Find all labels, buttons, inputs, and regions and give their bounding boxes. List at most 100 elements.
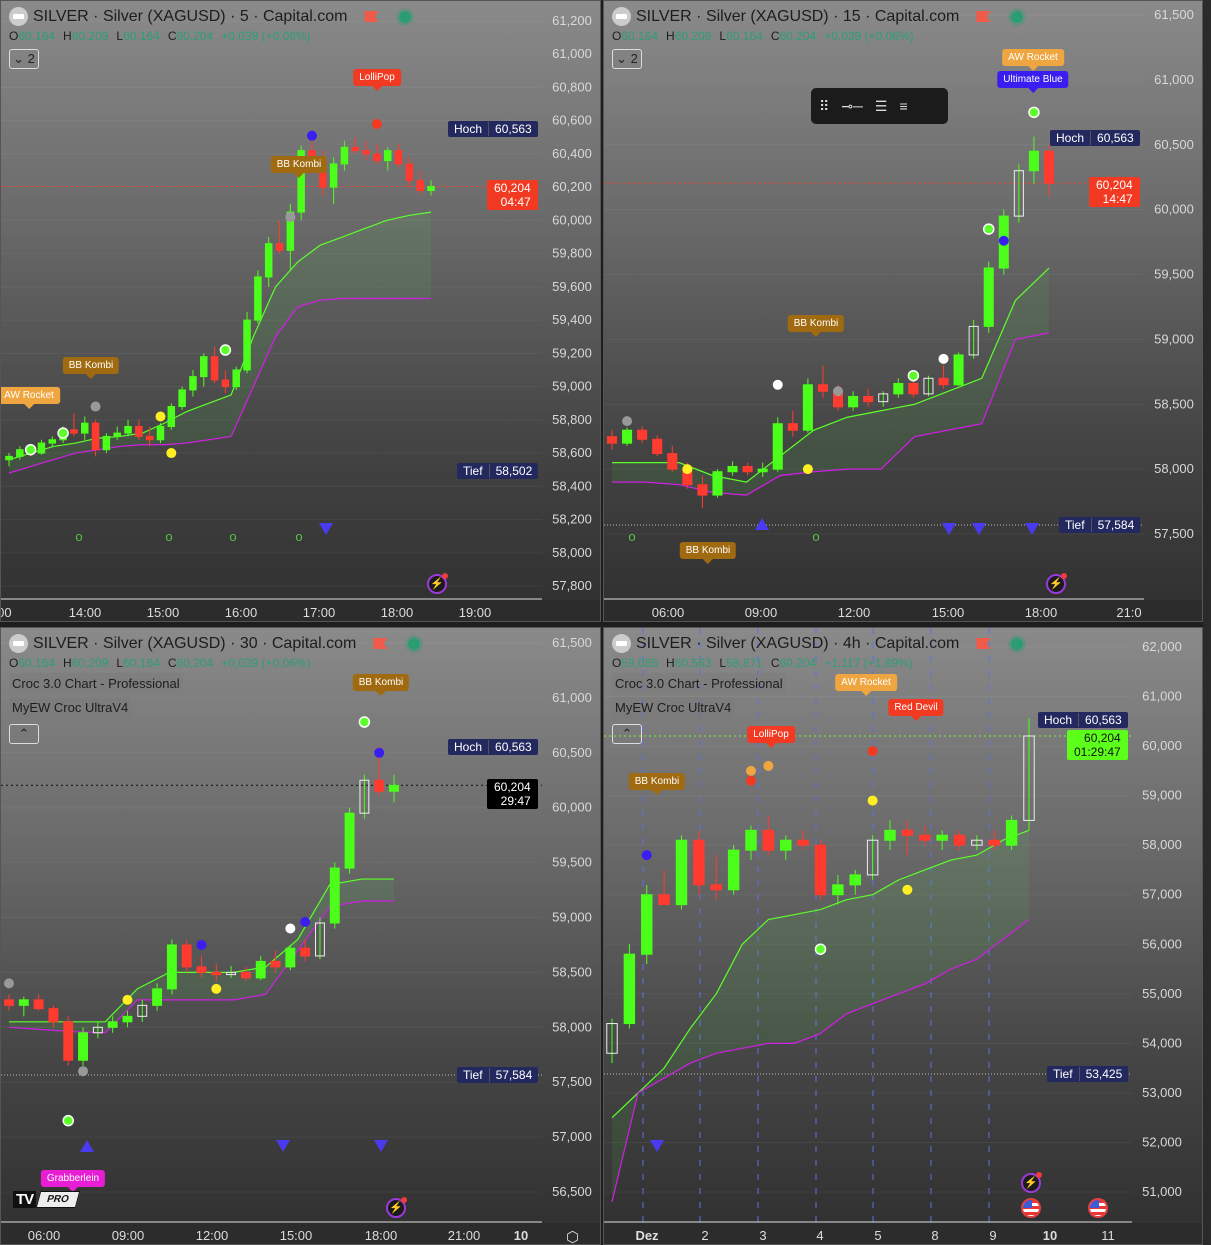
price-tick-label: 57,800	[552, 578, 592, 593]
horizontal-line-icon[interactable]: ⊸─	[841, 97, 863, 114]
price-tick-label: 57,500	[552, 1074, 592, 1089]
chart-panel-5m[interactable]: o o o o 61,200 61,000 60,800 60,600 60,400 60,200…	[0, 0, 601, 622]
chart-settings-icon[interactable]: ⬡	[566, 1229, 580, 1245]
candle	[344, 812, 355, 869]
candle	[270, 960, 281, 968]
time-axis[interactable]	[1, 1223, 601, 1245]
ohlc-values: O60,164 H60,209 L60,164 C60,204 +0,039 (+0,0…	[9, 656, 311, 670]
indicator-legend[interactable]: MyEW Croc UltraV4	[9, 697, 132, 718]
upper-band-line	[8, 211, 432, 461]
lightning-event-icon[interactable]: ⚡	[1021, 1172, 1042, 1193]
signal-tag-bb-kombi: BB Kombi	[270, 156, 328, 178]
indicator-legend[interactable]: Croc 3.0 Chart - Professional	[9, 673, 183, 694]
candle	[953, 354, 964, 386]
signal-dot	[306, 130, 317, 141]
candle	[697, 484, 708, 496]
candle	[285, 947, 296, 968]
time-tick-label: 5	[874, 1228, 882, 1243]
candle	[416, 180, 424, 192]
flag-icon[interactable]	[364, 11, 379, 22]
signal-dot	[371, 119, 382, 130]
price-tick-label: 62,000	[1142, 639, 1182, 654]
chart-canvas[interactable]: o o 61,500 61,000 60,500 60,000 59,500 59,000 58…	[604, 1, 1203, 622]
candle	[919, 834, 931, 841]
time-axis[interactable]	[604, 1223, 1203, 1245]
chart-panel-4h[interactable]: 62,000 61,000 60,000 59,000 58,000 57,000 56,0…	[603, 627, 1203, 1245]
flag-icon[interactable]	[373, 638, 388, 649]
signal-dot	[802, 464, 813, 475]
fib-levels-icon[interactable]: ☰	[874, 97, 888, 114]
drag-handle-icon[interactable]: ⠿	[819, 97, 830, 114]
time-tick-label: 15:00	[931, 605, 965, 620]
chart-canvas[interactable]: o o o o 61,200 61,000 60,800 60,600 60,400 60,200…	[1, 1, 601, 622]
low-label: Tief	[463, 1068, 483, 1082]
lower-band-line	[611, 919, 1030, 1203]
price-tick-label: 54,000	[1142, 1035, 1182, 1050]
lightning-event-icon[interactable]: ⚡	[1046, 573, 1067, 594]
open-value: 60,164	[18, 29, 56, 43]
candle	[710, 884, 722, 891]
chart-canvas[interactable]: 62,000 61,000 60,000 59,000 58,000 57,000 56,0…	[604, 628, 1203, 1245]
us-flag-event-icon[interactable]	[1021, 1198, 1041, 1218]
close-value: 60,204	[779, 656, 817, 670]
signal-dot	[1028, 106, 1040, 119]
candle	[802, 384, 813, 431]
time-tick-label: 10	[1042, 1228, 1058, 1243]
lightning-event-icon[interactable]: ⚡	[427, 573, 448, 594]
price-tick-label: 58,500	[552, 964, 592, 979]
lightning-event-icon[interactable]: ⚡	[386, 1197, 407, 1218]
legend-collapse-button[interactable]: ⌃	[612, 724, 642, 744]
candle	[70, 429, 78, 434]
signal-dot	[155, 411, 166, 422]
time-tick-label: 15:00	[279, 1228, 313, 1243]
signal-dot	[196, 939, 207, 950]
legend-collapse-button[interactable]: ⌄ 2	[612, 49, 642, 69]
upper-band-line	[612, 267, 1050, 483]
legend-collapse-button[interactable]: ⌃	[9, 724, 39, 744]
time-axis[interactable]	[1, 600, 601, 622]
time-tick-label: 3	[759, 1228, 767, 1243]
candle	[48, 439, 57, 444]
settings-lines-icon[interactable]: ≡	[899, 98, 908, 114]
signal-dot	[78, 1066, 89, 1077]
chart-title[interactable]: SILVER · Silver (XAGUSD) · 15 · Capital.…	[636, 7, 960, 25]
buy-triangle-marker	[755, 518, 769, 530]
time-axis[interactable]	[604, 600, 1203, 622]
time-tick-label: 11	[1101, 1228, 1115, 1243]
high-price: 60,563	[488, 740, 538, 754]
candle	[18, 999, 29, 1006]
candle	[1023, 735, 1035, 821]
chart-title[interactable]: SILVER · Silver (XAGUSD) · 30 · Capital.…	[33, 634, 357, 652]
time-tick-label: 12:00	[837, 605, 871, 620]
chart-panel-30m[interactable]: 61,500 61,000 60,500 60,000 59,500 59,000 58,5…	[0, 627, 601, 1245]
candle	[107, 1021, 118, 1028]
high-price: 60,563	[1090, 131, 1140, 145]
signal-tag-bb-kombi: BB Kombi	[787, 315, 845, 337]
time-tick-label: 10	[513, 1228, 529, 1243]
signal-dot	[24, 443, 37, 456]
indicator-legend[interactable]: MyEW Croc UltraV4	[612, 697, 735, 718]
flag-icon[interactable]	[976, 11, 991, 22]
candle	[727, 466, 738, 473]
legend-collapse-button[interactable]: ⌄ 2	[9, 49, 39, 69]
tradingview-pro-logo: TV PRO	[13, 1191, 81, 1208]
session-high-label: Hoch 60,563	[1050, 130, 1140, 146]
price-tick-label: 60,400	[552, 146, 592, 161]
candle	[240, 971, 251, 979]
candle	[901, 829, 914, 836]
us-flag-event-icon[interactable]	[1088, 1198, 1108, 1218]
drawing-floating-toolbar[interactable]: ⠿ ⊸─ ☰ ≡	[811, 88, 948, 124]
price-tick-label: 58,200	[552, 512, 592, 527]
candle	[297, 150, 305, 213]
candle	[210, 356, 219, 381]
chart-title[interactable]: SILVER · Silver (XAGUSD) · 4h · Capital.…	[636, 634, 960, 652]
chart-canvas[interactable]: 61,500 61,000 60,500 60,000 59,500 59,000 58,5…	[1, 628, 601, 1245]
low-price: 58,502	[488, 464, 539, 478]
flag-icon[interactable]	[976, 638, 991, 649]
signal-tag-aw-rocket: AW Rocket	[1002, 49, 1064, 71]
candle	[300, 947, 311, 957]
chart-title[interactable]: SILVER · Silver (XAGUSD) · 5 · Capital.c…	[33, 7, 348, 25]
ohlc-values: O59,085 H60,563 L58,871 C60,204 +1,117 (+1,8…	[612, 656, 913, 670]
indicator-legend[interactable]: Croc 3.0 Chart - Professional	[612, 673, 786, 694]
price-tick-label: 60,000	[552, 800, 592, 815]
